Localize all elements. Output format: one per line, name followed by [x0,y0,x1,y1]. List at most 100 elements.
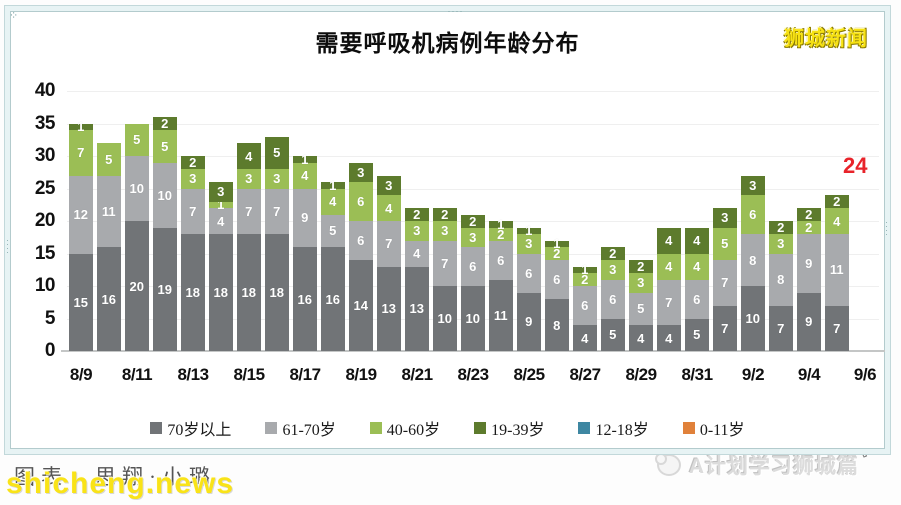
stacked-bar-8-30: 4 7 4 4 [656,227,681,351]
bar-segment: 4 [656,227,681,254]
bar-segment-value: 2 [581,272,589,287]
bar-segment: 1 [516,224,541,237]
bar-segment: 4 [292,162,317,189]
bar-segment-value: 1 [77,119,85,135]
bar-segment-value: 7 [721,320,729,336]
resize-handle-right[interactable]: ···· [882,221,892,238]
bar-segment-value: 6 [497,252,505,268]
bar-segment-value: 3 [777,236,785,252]
bar-segment: 3 [460,227,485,247]
legend-item: 0-11岁 [682,416,745,440]
bar-segment: 5 [320,214,345,247]
bar-segment: 7 [68,130,93,176]
x-axis-line [61,350,885,352]
bar-segment: 8 [768,253,793,306]
brand-row: A计划学习狮城篇 [654,450,859,480]
bar-segment: 2 [404,208,429,221]
bar-segment: 16 [292,247,317,351]
bar-segment-value: 2 [469,213,477,229]
bar-segment-value: 5 [105,151,113,167]
bar-segment: 12 [68,175,93,254]
bar-segment-value: 4 [245,148,253,164]
bar-segment-value: 7 [721,275,729,291]
bar-segment-value: 4 [637,330,645,346]
bar-segment-value: 2 [833,194,841,209]
bar-segment-value: 9 [525,314,533,330]
bar-segment-value: 13 [409,301,424,317]
bar-segment: 4 [404,240,429,267]
bar-segment: 1 [68,120,93,133]
bar-segment: 3 [180,169,205,189]
bar-segment: 4 [208,208,233,234]
bar-segment: 4 [684,227,709,254]
bar-segment-value: 3 [749,177,757,193]
legend-swatch-icon [150,422,163,434]
bar-segment: 7 [712,260,737,306]
bar-segment: 7 [432,240,457,286]
bar-segment: 7 [824,305,849,351]
move-handle-icon[interactable]: ⁘ [9,10,19,22]
bar-segment: 2 [600,246,625,261]
bar-segment: 2 [768,221,793,234]
resize-handle-left[interactable]: ···· [3,238,13,255]
bar-segment: 9 [292,188,317,247]
x-axis-tick-label: 9/4 [797,365,821,384]
bar-segment-value: 2 [609,246,617,261]
bar-segment-value: 13 [381,301,396,317]
bar-segment: 10 [124,156,149,221]
x-axis-tick-label: 8/11 [121,365,153,384]
bar-segment: 6 [572,286,597,325]
bar-segment-value: 5 [637,301,645,317]
legend-item: 19-39岁 [474,416,544,440]
bar-segment-value: 11 [101,203,116,219]
bar-segment: 15 [68,253,93,351]
bar-segment-value: 2 [497,226,505,242]
y-axis-tick-label: 30 [34,145,56,166]
bar-segment-value: 4 [665,259,673,274]
bar-segment-value: 16 [297,291,312,307]
bar-segment: 4 [656,325,681,351]
x-axis-tick-label: 8/9 [69,365,93,384]
bar-segment: 5 [712,227,737,260]
bar-segment-value: 5 [609,327,617,343]
bar-segment-value: 7 [665,294,673,310]
bar-segment-value: 6 [693,291,701,307]
bar-segment: 8 [740,234,765,286]
bar-segment-value: 2 [637,259,645,274]
resize-handle-top[interactable]: ···· [447,6,464,16]
bar-segment: 4 [656,253,681,280]
bar-segment-value: 5 [273,145,281,161]
bar-segment-value: 8 [553,317,561,333]
stacked-bar-8-15: 18 7 3 4 [236,143,261,351]
bar-segment-value: 1 [581,262,589,278]
bar-segment-value: 10 [129,181,144,196]
bar-segment-value: 4 [833,213,841,229]
bar-segment-value: 19 [157,281,172,297]
bar-segment-value: 7 [833,320,841,336]
bar-segment: 2 [180,156,205,169]
stacked-bar-8-24: 11 6 2 1 [488,218,513,351]
stacked-bar-8-23: 10 6 3 2 [460,213,485,351]
bar-segment: 5 [600,318,625,351]
bar-segment: 3 [600,260,625,280]
bar-segment: 3 [236,169,261,189]
bar-segment: 3 [376,175,401,195]
bar-segment: 6 [516,253,541,293]
bar-segment: 13 [376,266,401,351]
legend-item: 61-70岁 [265,416,336,440]
bar-segment: 1 [488,218,513,231]
legend-item: 70岁以上 [150,416,231,440]
x-axis-tick-label: 8/25 [513,365,545,384]
bar-segment: 6 [488,240,513,280]
bar-segment: 7 [768,305,793,351]
bar-segment: 3 [516,234,541,254]
bar-segment: 2 [824,194,849,209]
bar-segment-value: 14 [353,298,368,313]
bar-segment: 20 [124,221,149,351]
bar-segment-value: 1 [217,197,225,213]
bar-segment-value: 7 [189,203,197,219]
bar-segment-value: 6 [581,298,589,313]
bar-segment: 7 [656,279,681,325]
